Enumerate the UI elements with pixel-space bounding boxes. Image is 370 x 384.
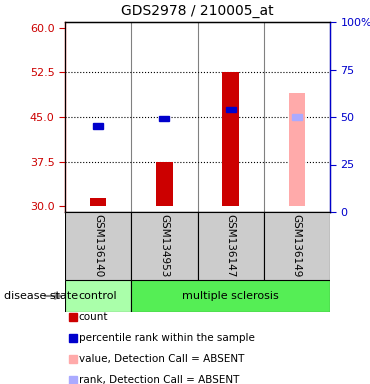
- Text: multiple sclerosis: multiple sclerosis: [182, 291, 279, 301]
- Bar: [289, 93, 305, 206]
- Text: disease state: disease state: [4, 291, 78, 301]
- Text: value, Detection Call = ABSENT: value, Detection Call = ABSENT: [79, 354, 244, 364]
- Text: count: count: [79, 312, 108, 322]
- Text: control: control: [79, 291, 117, 301]
- Bar: [65, 212, 131, 280]
- Bar: [156, 162, 173, 206]
- Text: GSM136140: GSM136140: [93, 214, 103, 278]
- Bar: [222, 73, 239, 206]
- Bar: [198, 212, 264, 280]
- Title: GDS2978 / 210005_at: GDS2978 / 210005_at: [121, 4, 274, 18]
- Bar: [226, 107, 236, 112]
- Bar: [159, 116, 169, 121]
- Text: percentile rank within the sample: percentile rank within the sample: [79, 333, 255, 343]
- Text: rank, Detection Call = ABSENT: rank, Detection Call = ABSENT: [79, 376, 239, 384]
- Text: GSM136147: GSM136147: [226, 214, 236, 278]
- Bar: [93, 123, 103, 129]
- Bar: [264, 212, 330, 280]
- Text: GSM136149: GSM136149: [292, 214, 302, 278]
- Bar: [90, 199, 107, 206]
- Text: GSM134953: GSM134953: [159, 214, 169, 278]
- Bar: [131, 280, 330, 312]
- Bar: [292, 114, 302, 120]
- Bar: [65, 280, 131, 312]
- Bar: [131, 212, 198, 280]
